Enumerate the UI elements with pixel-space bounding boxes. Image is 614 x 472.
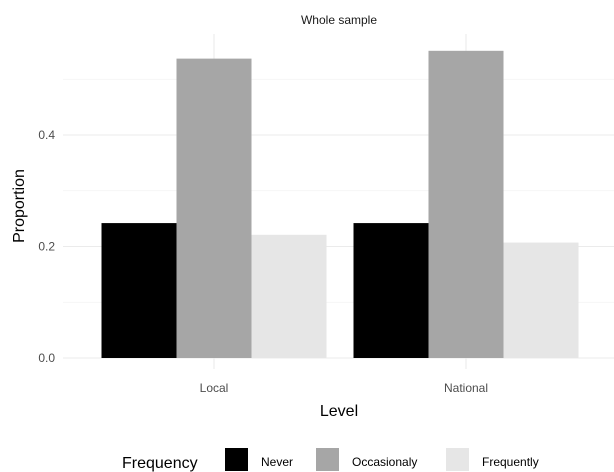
legend-key-occasionaly	[316, 448, 339, 471]
legend-label-frequently: Frequently	[482, 455, 539, 469]
legend-label-never: Never	[261, 455, 293, 469]
bar-national-frequently	[503, 242, 579, 358]
x-axis-title: Level	[320, 403, 358, 420]
legend-key-never	[225, 448, 248, 471]
legend: Frequency Never Occasionaly Frequently	[122, 448, 539, 472]
bars	[101, 50, 579, 359]
bar-local-never	[101, 223, 177, 358]
legend-key-frequently	[446, 448, 469, 471]
legend-label-occasionaly: Occasionaly	[352, 455, 417, 469]
y-tick-label: 0.2	[38, 240, 55, 254]
y-tick-label: 0.4	[38, 128, 55, 142]
y-axis-title: Proportion	[11, 169, 28, 243]
x-tick-label: Local	[200, 381, 229, 395]
bar-local-frequently	[251, 234, 327, 358]
bar-local-occasionaly	[176, 58, 252, 359]
y-tick-label: 0.0	[38, 351, 55, 365]
legend-title: Frequency	[122, 455, 198, 472]
y-tick-labels: 0.0 0.2 0.4	[38, 128, 55, 365]
panel-title: Whole sample	[301, 13, 377, 27]
bar-national-never	[353, 223, 429, 358]
x-tick-labels: Local National	[200, 381, 488, 395]
x-tick-label: National	[444, 381, 488, 395]
legend-items: Never Occasionaly Frequently	[225, 448, 539, 471]
bar-national-occasionaly	[428, 50, 504, 358]
